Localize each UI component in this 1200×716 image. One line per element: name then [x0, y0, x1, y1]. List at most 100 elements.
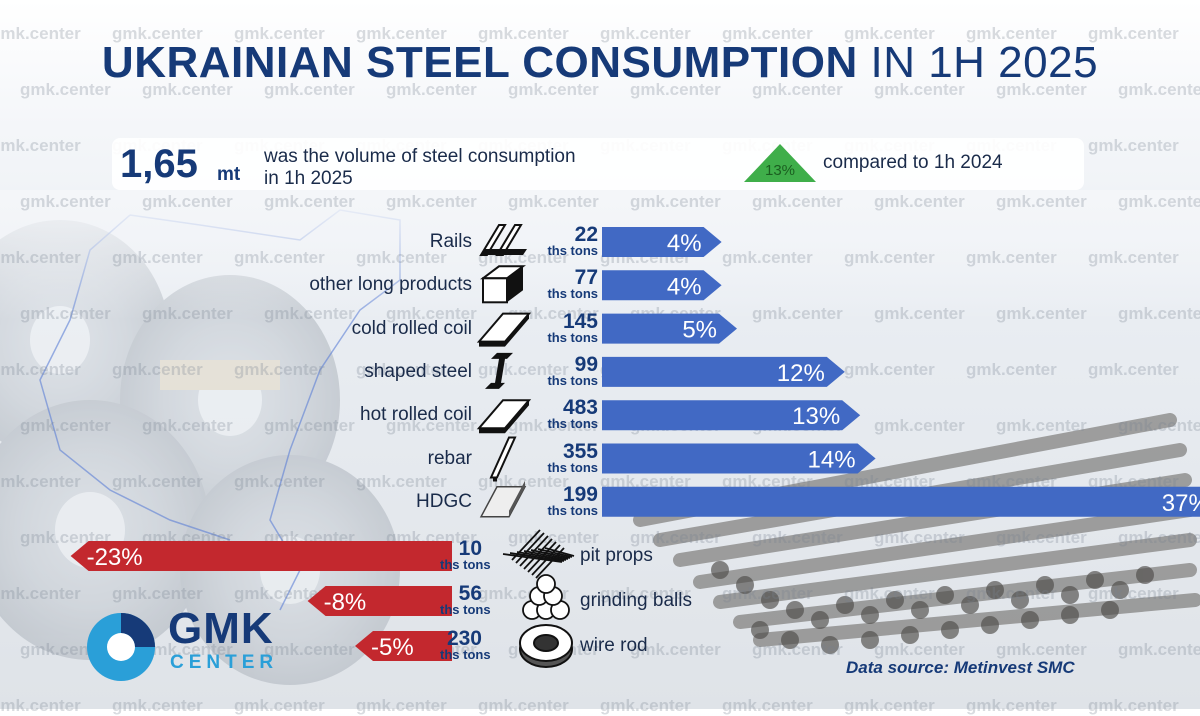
volume-unit: ths tons: [547, 416, 598, 432]
volume-value: 483: [562, 396, 598, 420]
watermark-text: gmk.center: [630, 528, 721, 547]
bar-shape: [355, 631, 452, 661]
watermark-text: gmk.center: [0, 584, 81, 603]
volume-value: 10: [458, 537, 482, 560]
watermark-text: gmk.center: [478, 24, 569, 43]
watermark-text: gmk.center: [20, 304, 111, 323]
watermark-text: gmk.center: [600, 584, 691, 603]
bar-pct-label: 12%: [777, 360, 825, 387]
watermark-text: gmk.center: [1118, 640, 1200, 659]
volume-unit: ths tons: [440, 602, 491, 617]
watermark-text: gmk.center: [264, 640, 355, 659]
bar-cold-rolled-coil: 5%: [602, 313, 737, 344]
summary-description-line2: in 1h 2025: [264, 168, 353, 189]
watermark-text: gmk.center: [234, 248, 325, 267]
watermark-text: gmk.center: [1118, 416, 1200, 435]
watermark-text: gmk.center: [508, 304, 599, 323]
change-description: compared to 1h 2024: [823, 152, 1003, 173]
watermark-text: gmk.center: [874, 192, 965, 211]
total-consumption-unit: mt: [217, 164, 241, 185]
watermark-text: gmk.center: [386, 192, 477, 211]
volume-unit: ths tons: [547, 502, 598, 518]
galvanized-sheet-icon: [479, 480, 527, 518]
category-label: Rails: [429, 231, 472, 252]
watermark-text: gmk.center: [20, 416, 111, 435]
watermark-text: gmk.center: [234, 360, 325, 379]
category-label: shaped steel: [364, 360, 472, 382]
watermark-text: gmk.center: [0, 472, 81, 491]
volume-value: 199: [562, 482, 598, 506]
bar-shape: [602, 356, 845, 387]
watermark-text: gmk.center: [386, 80, 477, 99]
watermark-text: gmk.center: [722, 472, 813, 491]
watermark-text: gmk.center: [996, 640, 1087, 659]
bar-pct-label: 4%: [667, 273, 702, 300]
watermark-text: gmk.center: [142, 80, 233, 99]
change-value: 13%: [764, 162, 796, 179]
bar-wire-rod: -5%: [355, 631, 452, 661]
watermark-text: gmk.center: [0, 360, 81, 379]
bar-shape: [602, 486, 1200, 517]
watermark-text: gmk.center: [356, 472, 447, 491]
watermark-text: gmk.center: [234, 584, 325, 603]
watermark-text: gmk.center: [1088, 472, 1179, 491]
volume-unit: ths tons: [440, 557, 491, 572]
logo-subtext: CENTER: [170, 652, 279, 673]
watermark-text: gmk.center: [1088, 584, 1179, 603]
bar-shape: [602, 227, 722, 257]
bar-shape: [70, 541, 452, 571]
bar-rebar: 14%: [602, 443, 876, 474]
watermark-text: gmk.center: [264, 80, 355, 99]
watermark-text: gmk.center: [600, 24, 691, 43]
watermark-text: gmk.center: [112, 248, 203, 267]
wire-coil-icon: [519, 624, 573, 668]
watermark-text: gmk.center: [508, 80, 599, 99]
watermark-text: gmk.center: [966, 248, 1057, 267]
watermark-text: gmk.center: [844, 584, 935, 603]
volume-value: 355: [562, 439, 598, 463]
total-consumption-value: 1,65: [120, 142, 198, 186]
watermark-text: gmk.center: [234, 24, 325, 43]
watermark-text: gmk.center: [752, 528, 843, 547]
rebar-icon: [489, 436, 517, 482]
watermark-text: gmk.center: [630, 192, 721, 211]
watermark-text: gmk.center: [722, 24, 813, 43]
watermark-text: gmk.center: [844, 248, 935, 267]
watermark-text: gmk.center: [142, 304, 233, 323]
watermark-text: gmk.center: [874, 528, 965, 547]
watermark-text: gmk.center: [112, 584, 203, 603]
bar-shape: [602, 313, 737, 344]
volume-unit: ths tons: [440, 647, 491, 662]
bar-shape: [307, 586, 452, 616]
watermark-text: gmk.center: [722, 248, 813, 267]
watermark-text: gmk.center: [264, 304, 355, 323]
watermark-text: gmk.center: [0, 24, 81, 43]
category-label: other long products: [309, 274, 472, 296]
square-bar-icon: [480, 265, 526, 304]
watermark-text: gmk.center: [142, 192, 233, 211]
volume-unit: ths tons: [547, 372, 598, 388]
watermark-text: gmk.center: [20, 192, 111, 211]
watermark-text: gmk.center: [142, 416, 233, 435]
gmk-logo-icon: [87, 613, 155, 681]
summary-banner: [112, 138, 1084, 190]
watermark-text: gmk.center: [1118, 80, 1200, 99]
bar-pct-label: 4%: [667, 230, 702, 257]
page-title: UKRAINIAN STEEL CONSUMPTION IN 1H 2025: [101, 38, 1099, 87]
watermark-text: gmk.center: [600, 472, 691, 491]
category-label: grinding balls: [580, 590, 692, 611]
watermark-text: gmk.center: [844, 360, 935, 379]
category-label: cold rolled coil: [351, 317, 472, 339]
summary-description-line1: was the volume of steel consumption: [264, 146, 576, 167]
plate-icon: [476, 399, 532, 434]
bar-shape: [602, 443, 876, 474]
category-label: wire rod: [580, 635, 648, 656]
bar-pct-label: -8%: [324, 589, 367, 616]
watermark-text: gmk.center: [386, 416, 477, 435]
watermark-text: gmk.center: [1118, 304, 1200, 323]
watermark-text: gmk.center: [508, 192, 599, 211]
watermark-text: gmk.center: [874, 304, 965, 323]
watermark-text: gmk.center: [752, 80, 843, 99]
watermark-text: gmk.center: [508, 416, 599, 435]
